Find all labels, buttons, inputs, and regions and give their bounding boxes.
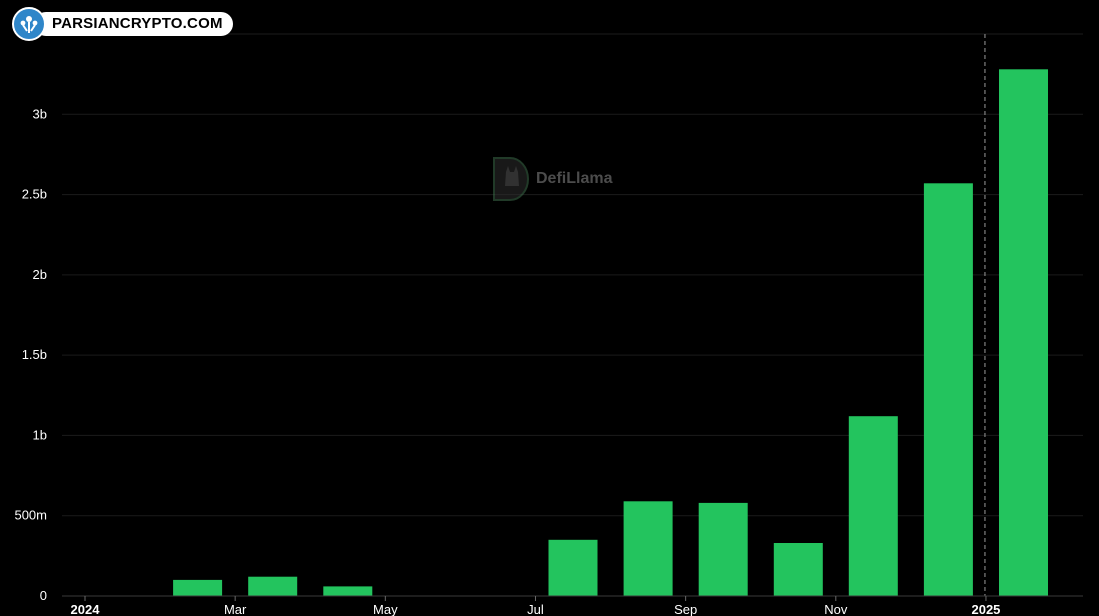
defillama-logo-icon xyxy=(493,157,529,201)
bar-2025-01[interactable] xyxy=(999,69,1048,597)
y-tick-label: 500m xyxy=(14,508,47,523)
x-tick-label: 2025 xyxy=(971,602,1000,616)
x-axis: 2024 Mar May Jul Sep Nov 2025 xyxy=(62,595,1083,616)
defillama-watermark: DefiLlama xyxy=(492,156,612,202)
brand-label: PARSIANCRYPTO.COM xyxy=(34,12,233,36)
y-tick-label: 0 xyxy=(40,588,47,603)
bar-2024-02[interactable] xyxy=(173,579,223,596)
x-tick-label: 2024 xyxy=(71,602,101,616)
y-axis: 0 500m 1b 1.5b 2b 2.5b 3b xyxy=(14,106,47,603)
parsiancrypto-logo-icon xyxy=(12,7,46,41)
bar-2024-09[interactable] xyxy=(698,502,748,596)
bar-2024-12[interactable] xyxy=(923,183,973,597)
y-tick-label: 1.5b xyxy=(22,347,47,362)
bar-2024-07[interactable] xyxy=(548,539,598,596)
x-tick-label: Nov xyxy=(824,602,848,616)
y-tick-label: 2b xyxy=(33,267,47,282)
brand-badge[interactable]: PARSIANCRYPTO.COM xyxy=(12,7,233,41)
y-tick-label: 1b xyxy=(33,427,47,442)
bar-2024-04[interactable] xyxy=(323,586,373,596)
bar-2024-11[interactable] xyxy=(848,416,898,596)
x-tick-label: Mar xyxy=(224,602,247,616)
x-tick-label: Sep xyxy=(674,602,697,616)
bars xyxy=(173,69,1048,597)
bar-2024-03[interactable] xyxy=(248,576,298,596)
y-tick-label: 2.5b xyxy=(22,187,47,202)
x-tick-label: Jul xyxy=(527,602,544,616)
watermark-label: DefiLlama xyxy=(536,170,613,187)
bar-2024-10[interactable] xyxy=(773,543,823,596)
gridlines xyxy=(62,33,1083,517)
x-tick-label: May xyxy=(373,602,398,616)
bar-2024-08[interactable] xyxy=(623,501,673,596)
y-tick-label: 3b xyxy=(33,106,47,121)
